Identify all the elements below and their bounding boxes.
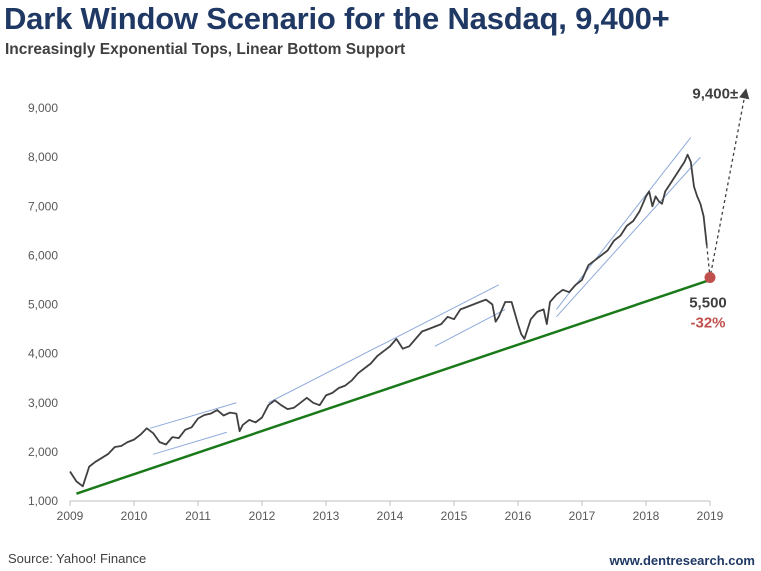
decline-label: -32% [690, 314, 725, 331]
chart-title: Dark Window Scenario for the Nasdaq, 9,4… [4, 1, 670, 36]
channel-line [153, 431, 227, 455]
x-tick-label: 2012 [249, 509, 276, 523]
channel-line [268, 284, 500, 404]
target-label: 9,400± [692, 85, 738, 102]
low-label: 5,500 [689, 294, 727, 311]
x-tick-label: 2014 [377, 509, 404, 523]
x-tick-label: 2018 [633, 509, 660, 523]
y-tick-label: 6,000 [28, 248, 58, 262]
x-tick-label: 2015 [441, 509, 468, 523]
credit-note: www.dentresearch.com [609, 553, 755, 568]
channel-line [556, 156, 701, 318]
y-tick-label: 4,000 [28, 347, 58, 361]
x-tick-label: 2019 [697, 509, 724, 523]
y-tick-label: 2,000 [28, 445, 58, 459]
y-tick-label: 3,000 [28, 396, 58, 410]
source-note: Source: Yahoo! Finance [8, 551, 147, 566]
channel-line [556, 137, 692, 310]
x-tick-label: 2011 [185, 509, 211, 523]
x-tick-label: 2017 [569, 509, 596, 523]
support-line [76, 278, 711, 495]
y-tick-label: 1,000 [28, 494, 58, 508]
y-tick-label: 5,000 [28, 298, 58, 312]
x-tick-label: 2016 [505, 509, 532, 523]
y-tick-label: 9,000 [28, 101, 58, 115]
x-tick-label: 2013 [313, 509, 340, 523]
y-tick-label: 8,000 [28, 150, 58, 164]
y-tick-label: 7,000 [28, 199, 58, 213]
channel-line [434, 308, 506, 347]
channel-line [149, 402, 237, 429]
projection-dashed-line [706, 88, 750, 278]
x-tick-label: 2010 [121, 509, 148, 523]
x-tick-label: 2009 [57, 509, 84, 523]
chart-subtitle: Increasingly Exponential Tops, Linear Bo… [5, 41, 406, 58]
target-low-dot [704, 271, 716, 283]
nasdaq-price-line [69, 153, 708, 488]
